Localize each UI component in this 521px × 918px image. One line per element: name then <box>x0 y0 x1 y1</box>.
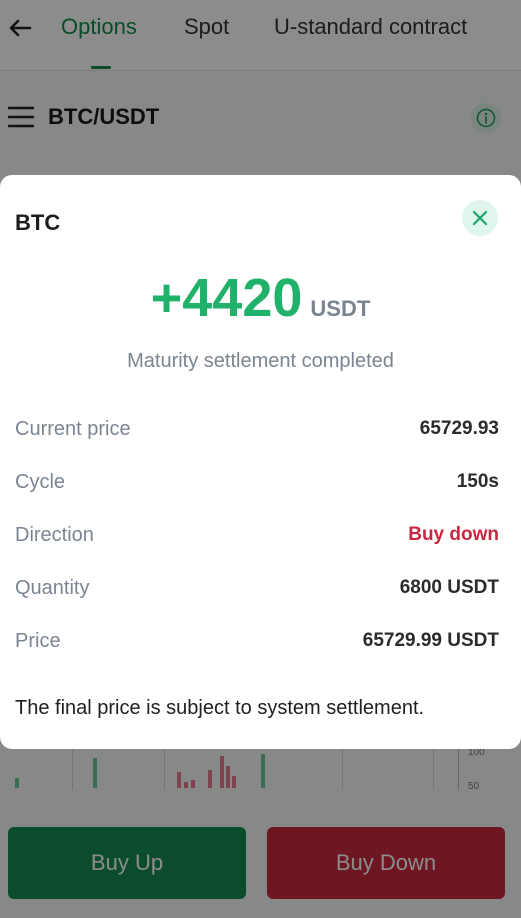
detail-row-quantity: Quantity 6800 USDT <box>15 577 499 607</box>
profit-amount: +4420 <box>150 268 303 328</box>
volume-bar <box>177 772 181 788</box>
volume-bar <box>232 776 236 788</box>
volume-bar <box>220 756 224 788</box>
volume-bar <box>191 780 195 788</box>
settlement-note: The final price is subject to system set… <box>15 697 425 719</box>
tab-u-standard-contract[interactable]: U-standard contract <box>274 14 468 39</box>
detail-value: Buy down <box>408 524 499 545</box>
chart-gridline <box>342 746 343 790</box>
pair-title[interactable]: BTC/USDT <box>48 104 160 129</box>
detail-label: Direction <box>15 524 94 546</box>
detail-row-price: Price 65729.99 USDT <box>15 630 499 660</box>
profit-unit: USDT <box>310 296 371 321</box>
volume-bar <box>261 754 265 788</box>
volume-bar <box>208 770 212 788</box>
kline-chart: 100 50 <box>0 740 521 800</box>
volume-bar <box>226 766 230 788</box>
detail-value: 150s <box>456 471 499 492</box>
tab-spot[interactable]: Spot <box>184 14 230 39</box>
active-tab-indicator <box>91 66 111 69</box>
axis-tick-label: 100 <box>468 747 485 758</box>
top-navigation: Options Spot U-standard contract <box>0 0 521 71</box>
close-button[interactable] <box>462 200 498 236</box>
volume-bar <box>93 758 97 788</box>
detail-label: Cycle <box>15 471 66 493</box>
back-arrow-icon[interactable] <box>6 14 34 42</box>
chart-axis-line <box>458 746 459 790</box>
detail-value: 65729.93 <box>419 418 499 439</box>
buy-up-button[interactable]: Buy Up <box>8 827 246 899</box>
settlement-status: Maturity settlement completed <box>127 350 394 372</box>
buy-down-button[interactable]: Buy Down <box>267 827 505 899</box>
axis-tick-label: 50 <box>468 781 480 792</box>
chart-gridline <box>164 746 165 790</box>
modal-title: BTC <box>15 210 61 235</box>
detail-label: Price <box>15 630 61 652</box>
chart-gridline <box>433 746 434 790</box>
volume-bar <box>15 778 19 788</box>
tab-options[interactable]: Options <box>61 14 137 39</box>
detail-row-direction: Direction Buy down <box>15 524 499 554</box>
menu-icon[interactable] <box>7 106 35 128</box>
settlement-modal: BTC +4420 USDT Maturity settlement compl… <box>0 175 521 749</box>
detail-row-current-price: Current price 65729.93 <box>15 418 499 448</box>
volume-bar <box>184 782 188 788</box>
close-icon <box>472 210 488 226</box>
detail-label: Current price <box>15 418 131 440</box>
detail-value: 65729.99 USDT <box>362 630 499 651</box>
detail-row-cycle: Cycle 150s <box>15 471 499 501</box>
info-icon[interactable] <box>471 103 501 133</box>
pair-header: BTC/USDT <box>0 92 521 144</box>
profit-display: +4420 USDT <box>0 271 521 325</box>
chart-gridline <box>72 746 73 790</box>
detail-label: Quantity <box>15 577 90 599</box>
detail-value: 6800 USDT <box>399 577 499 598</box>
